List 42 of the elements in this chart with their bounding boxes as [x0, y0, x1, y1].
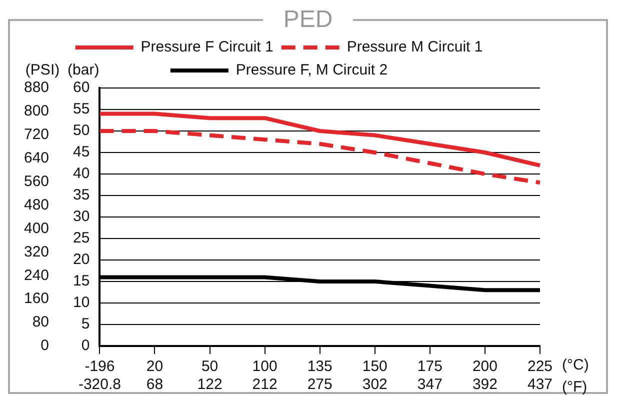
y-tick-label: 5: [81, 316, 90, 333]
y-tick-label: 25: [73, 230, 90, 247]
y-tick-label: 35: [73, 186, 90, 204]
y-tick-label: 55: [73, 100, 90, 118]
y-tick-label: 40: [73, 165, 90, 182]
legend-label: Pressure M Circuit 1: [346, 38, 483, 56]
legend-label: Pressure F, M Circuit 2: [236, 62, 388, 79]
y-axis-title: (bar): [68, 62, 100, 79]
y2-tick-label: 560: [24, 172, 50, 190]
x-tick-label: 20 68: [146, 358, 164, 394]
y-tick-label: 15: [73, 272, 90, 290]
y2-tick-label: 0: [40, 337, 50, 354]
y2-tick-label: 160: [24, 290, 50, 308]
y-tick-label: 10: [73, 294, 90, 312]
x-tick-label: 100 212: [252, 358, 278, 394]
chart-title: PED: [282, 6, 334, 33]
y2-tick-label: 240: [24, 266, 50, 284]
x-tick-label: 225 437: [527, 358, 553, 394]
y-tick-label: 60: [73, 79, 90, 96]
y2-tick-label: 800: [24, 102, 50, 120]
y2-tick-label: 880: [24, 79, 50, 96]
y2-tick-label: 640: [24, 150, 50, 167]
y-tick-label: 20: [73, 251, 90, 268]
x-axis-title: (°C) (°F): [562, 356, 589, 396]
y-tick-label: 45: [73, 144, 90, 161]
y2-tick-label: 720: [24, 126, 50, 144]
x-tick-label: 200 392: [472, 358, 498, 394]
y2-tick-label: 480: [24, 196, 50, 214]
y2-axis-title: (PSI): [25, 62, 60, 79]
line-series: [98, 129, 542, 185]
y-tick-label: 30: [73, 208, 90, 226]
y2-tick-label: 400: [24, 220, 50, 237]
legend-label: Pressure F Circuit 1: [140, 38, 274, 56]
y2-tick-label: 80: [32, 314, 50, 331]
x-tick-label: 175 347: [417, 358, 442, 394]
y2-tick-label: 320: [24, 243, 50, 260]
x-tick-label: 135 275: [307, 358, 332, 394]
x-tick-label: 150 302: [362, 358, 388, 394]
y-tick-label: 0: [81, 337, 90, 354]
x-tick-label: 50 122: [197, 358, 222, 394]
y-tick-label: 50: [73, 122, 90, 140]
x-tick-label: -196 -320.8: [78, 358, 121, 394]
